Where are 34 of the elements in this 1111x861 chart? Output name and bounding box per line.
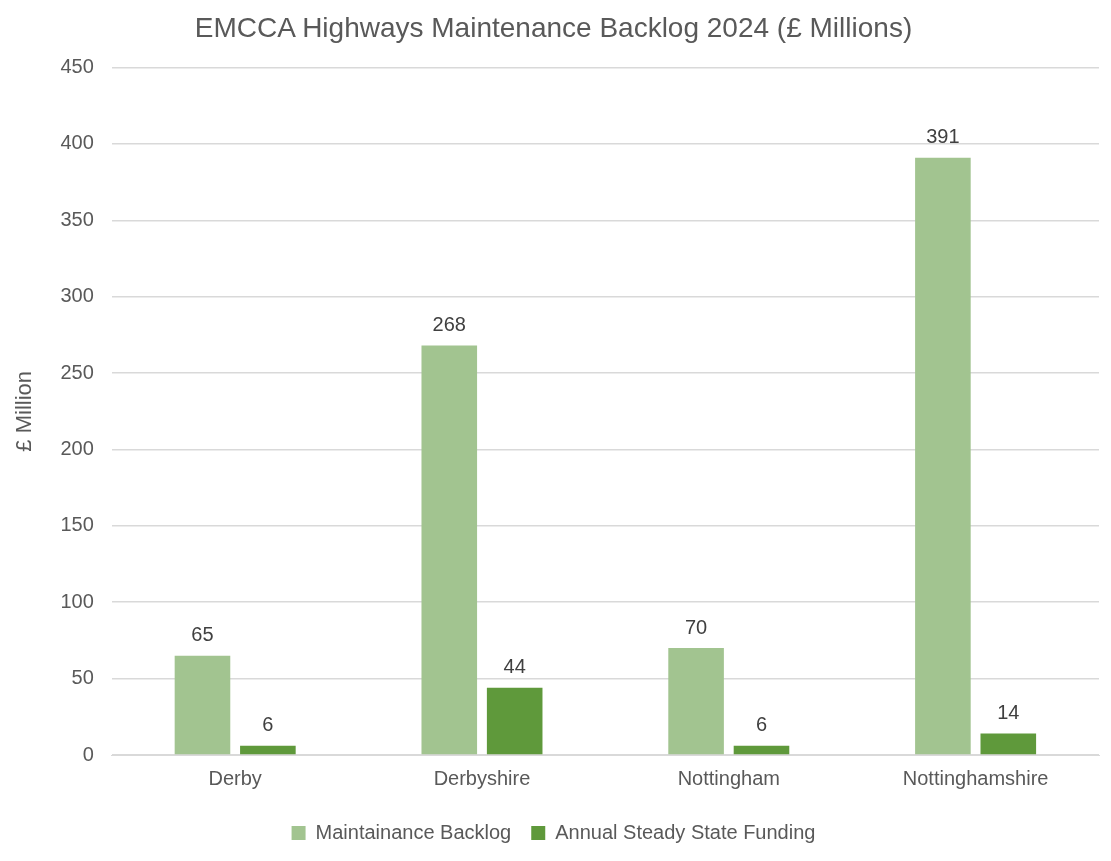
y-tick-label: 400 [60, 131, 94, 154]
bar [486, 687, 543, 755]
data-label: 65 [191, 623, 214, 646]
bar [421, 345, 478, 755]
y-tick-label: 0 [82, 742, 94, 765]
y-tick-label: 350 [60, 207, 94, 230]
data-label: 70 [684, 615, 708, 638]
data-label: 14 [997, 701, 1020, 724]
legend-label: Maintainance Backlog [315, 820, 512, 843]
x-tick-label: Nottingham [677, 766, 780, 789]
y-tick-label: 250 [60, 360, 94, 383]
bar [980, 733, 1037, 755]
x-tick-label: Derby [208, 766, 262, 789]
data-label: 44 [503, 655, 526, 678]
bar [174, 655, 231, 755]
data-label: 6 [262, 713, 274, 736]
y-tick-label: 100 [60, 589, 94, 612]
data-label: 268 [432, 313, 466, 336]
x-tick-label: Derbyshire [433, 766, 531, 789]
y-tick-label: 200 [60, 437, 94, 459]
y-tick-label: 50 [71, 666, 94, 689]
y-axis-title: £ Million [11, 370, 37, 452]
data-label: 391 [926, 125, 960, 148]
chart-title: EMCCA Highways Maintenance Backlog 2024 (£ Millions) [194, 11, 913, 43]
bar [240, 745, 296, 755]
legend-label: Annual Steady State Funding [555, 820, 816, 843]
x-tick-label: Nottinghamshire [902, 766, 1049, 789]
y-tick-label: 450 [60, 55, 94, 78]
bar [915, 157, 971, 755]
y-tick-label: 150 [60, 513, 94, 536]
data-label: 6 [755, 713, 768, 736]
bar [668, 648, 724, 755]
bar [733, 745, 790, 755]
y-tick-label: 300 [60, 284, 94, 307]
